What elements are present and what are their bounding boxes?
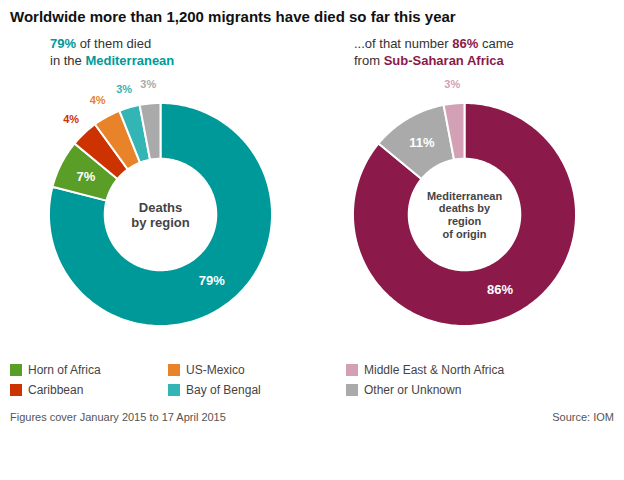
svg-text:4%: 4% <box>90 94 106 106</box>
svg-text:4%: 4% <box>63 113 79 125</box>
html-text:79% of them died: 79% of them died <box>50 36 152 51</box>
html-text:Worldwide more than 1,200 migr: Worldwide more than 1,200 migrants have … <box>10 8 456 25</box>
html-text:Middle East & North Africa: Middle East & North Africa <box>364 363 505 377</box>
svg-text:Mediterraneandeaths byregionof: Mediterraneandeaths byregionof origin <box>427 190 502 240</box>
html-text:Other or Unknown: Other or Unknown <box>364 383 462 397</box>
svg-text:7%: 7% <box>77 169 96 184</box>
svg-text:3%: 3% <box>444 78 460 90</box>
svg-text:86%: 86% <box>487 282 513 297</box>
svg-text:3%: 3% <box>116 83 132 95</box>
html-text:Source: IOM: Source: IOM <box>552 411 614 423</box>
html-text:Caribbean: Caribbean <box>28 383 84 397</box>
html-text:Horn of Africa: Horn of Africa <box>28 363 101 377</box>
html-text:Bay of Bengal: Bay of Bengal <box>186 383 261 397</box>
svg-text:3%: 3% <box>140 78 156 90</box>
svg-text:11%: 11% <box>409 135 435 150</box>
html-text:Figures cover January 2015 to: Figures cover January 2015 to 17 April 2… <box>10 411 226 423</box>
html-text:from Sub-Saharan Africa: from Sub-Saharan Africa <box>354 53 504 68</box>
html-text:US-Mexico: US-Mexico <box>186 363 245 377</box>
svg-text:79%: 79% <box>199 273 225 288</box>
svg-text:Deathsby region: Deathsby region <box>131 200 190 230</box>
html-text:...of that number 86% came: ...of that number 86% came <box>354 36 514 51</box>
html-text:in the Mediterranean: in the Mediterranean <box>50 53 175 68</box>
